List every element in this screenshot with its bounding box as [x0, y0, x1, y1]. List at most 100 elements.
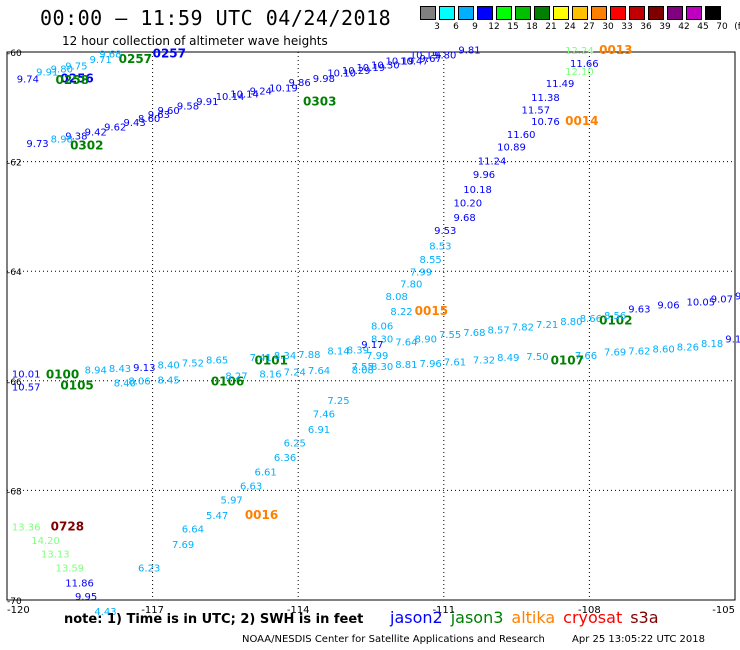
- wave-height-label: 8.66: [580, 314, 602, 325]
- scale-label: (ft): [734, 22, 740, 32]
- wave-height-label: 9.24: [250, 87, 272, 98]
- scale-label: 3: [434, 22, 440, 32]
- wave-height-label: 7.32: [473, 355, 495, 366]
- wave-height-label: 7.82: [512, 322, 534, 333]
- satellite-legend: jason2 jason3 altika cryosat s3a: [390, 608, 667, 627]
- scale-swatch: [420, 6, 436, 20]
- wave-height-label: 7.21: [536, 320, 558, 331]
- scale-swatch: [667, 6, 683, 20]
- wave-height-label: 6.36: [274, 453, 296, 464]
- wave-height-label: 8.40: [157, 361, 179, 372]
- scale-swatch: [591, 6, 607, 20]
- legend-item-s3a: s3a: [630, 608, 659, 627]
- wave-height-label: 7.66: [575, 351, 597, 362]
- wave-height-label: 11.66: [570, 59, 599, 70]
- wave-height-label: 9.53: [434, 226, 456, 237]
- wave-height-label: 11.38: [531, 93, 560, 104]
- pass-time-label: 0015: [415, 304, 448, 318]
- scale-label: 21: [545, 22, 557, 32]
- scale-label: 42: [678, 22, 690, 32]
- wave-height-label: 9.06: [657, 300, 679, 311]
- wave-height-label: 9.62: [104, 122, 126, 133]
- wave-height-label: 7.55: [439, 330, 461, 341]
- wave-height-label: 9.13: [133, 363, 155, 374]
- pass-time-label: 0100: [46, 368, 79, 382]
- lat-tick-label: -60: [7, 49, 22, 59]
- scale-swatch: [705, 6, 721, 20]
- wave-height-label: 10.19: [269, 83, 298, 94]
- wave-height-label: 11.49: [546, 79, 575, 90]
- scale-label: 39: [659, 22, 671, 32]
- wave-height-label: 11.86: [65, 578, 94, 589]
- wave-height-label: 10.14: [230, 89, 259, 100]
- wave-height-label: 9.38: [65, 132, 87, 143]
- wave-height-label: 7.99: [366, 351, 388, 362]
- lon-tick-label: -120: [7, 605, 30, 616]
- pass-time-label: 0105: [60, 379, 93, 393]
- scale-swatch: [610, 6, 626, 20]
- legend-item-jason3: jason3: [450, 608, 504, 627]
- wave-height-label: 9.74: [17, 75, 39, 86]
- wave-height-label: 8.26: [677, 343, 699, 354]
- wave-height-label: 10.47: [400, 57, 429, 68]
- wave-height-label: 9.81: [458, 46, 480, 57]
- wave-height-label: 10.01: [12, 370, 41, 381]
- scale-label: 30: [602, 22, 614, 32]
- map-frame: [6, 51, 736, 601]
- pass-time-label: 0016: [245, 508, 278, 522]
- wave-height-label: 6.91: [308, 425, 330, 436]
- wave-height-label: 10.29: [342, 66, 371, 77]
- map-subtitle: 12 hour collection of altimeter wave hei…: [62, 34, 328, 48]
- scale-label: 18: [526, 22, 538, 32]
- wave-height-label: 11.60: [507, 130, 536, 141]
- wave-height-label: 8.06: [371, 321, 393, 332]
- wave-height-label: 12.24: [565, 46, 594, 57]
- lat-tick-label: -68: [7, 487, 22, 497]
- scale-swatch: [496, 6, 512, 20]
- wave-height-label: 9.91: [36, 68, 58, 79]
- lon-tick-label: -114: [287, 605, 310, 616]
- wave-height-label: 8.49: [497, 353, 519, 364]
- lat-tick-label: -62: [7, 159, 22, 169]
- wave-height-label: 7.52: [182, 359, 204, 370]
- scale-label: 6: [453, 22, 459, 32]
- scale-swatch: [648, 6, 664, 20]
- wave-height-label: 5.97: [221, 496, 243, 507]
- wave-height-label: 9.95: [75, 592, 97, 603]
- wave-height-label: 8.60: [652, 344, 674, 355]
- wave-height-label: 10.30: [371, 60, 400, 71]
- wave-height-label: 10.57: [12, 383, 41, 394]
- wave-height-label: 9.18: [725, 334, 740, 345]
- wave-height-label: 8.53: [429, 241, 451, 252]
- legend-item-altika: altika: [511, 608, 556, 627]
- wave-height-label: 9.68: [454, 213, 476, 224]
- wave-height-label: 8.94: [85, 366, 107, 377]
- scale-swatch: [477, 6, 493, 20]
- wave-height-label: 7.50: [526, 352, 548, 363]
- wave-height-label: 6.25: [284, 439, 306, 450]
- wave-height-label: 8.65: [206, 355, 228, 366]
- wave-height-label: 10.19: [356, 63, 385, 74]
- wave-height-label: 4.43: [94, 607, 116, 618]
- wave-height-label: 9.68: [99, 49, 121, 60]
- wave-height-label: 9.60: [157, 106, 179, 117]
- wave-height-label: 9.80: [51, 64, 73, 75]
- wave-height-label: 7.46: [313, 410, 335, 421]
- wave-height-label: 9.42: [85, 127, 107, 138]
- scale-swatch: [534, 6, 550, 20]
- wave-height-label: 9.86: [288, 78, 310, 89]
- wave-height-label: 9.07: [711, 294, 733, 305]
- wave-height-label: 8.56: [604, 311, 626, 322]
- scale-swatch: [686, 6, 702, 20]
- wave-height-label: 8.06: [128, 377, 150, 388]
- wave-height-label: 10.19: [410, 51, 439, 62]
- wave-height-label: 7.64: [308, 366, 330, 377]
- lat-tick-label: -66: [7, 378, 22, 388]
- scale-label: 15: [507, 22, 519, 32]
- wave-height-label: 8.98: [51, 134, 73, 145]
- timestamp-text: Apr 25 13:05:22 UTC 2018: [572, 634, 705, 645]
- wave-height-label: 13.36: [12, 522, 41, 533]
- lon-tick-label: -105: [712, 605, 735, 616]
- wave-height-label: 9.96: [473, 170, 495, 181]
